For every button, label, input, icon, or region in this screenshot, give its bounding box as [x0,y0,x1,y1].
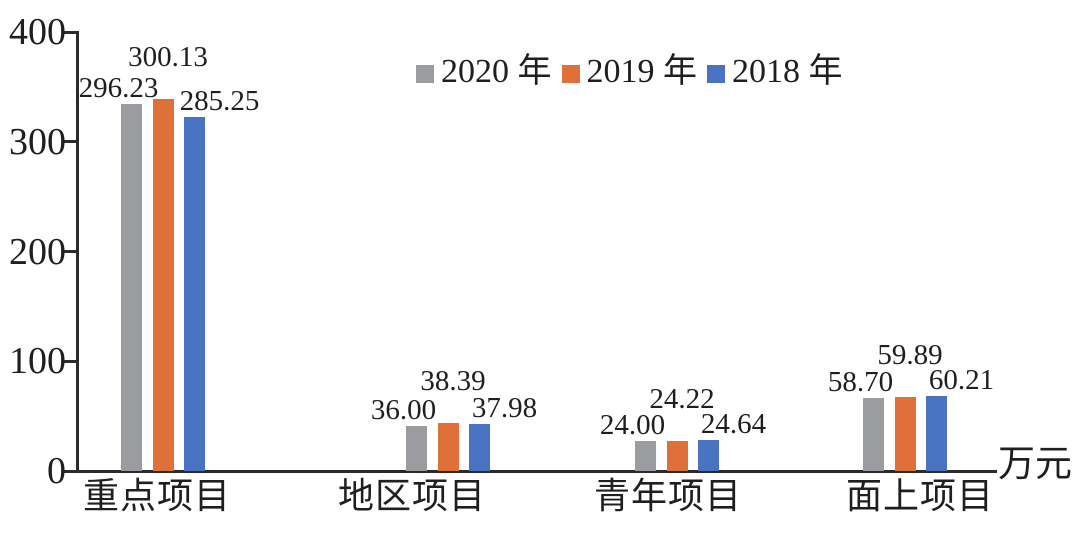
bar [121,104,142,471]
y-axis-tick [64,30,77,34]
legend-swatch [416,64,434,83]
y-axis-tick-label: 200 [9,230,66,273]
y-axis-tick-label: 0 [47,450,66,492]
bar [635,441,656,471]
legend-swatch [561,64,580,83]
bar [406,426,427,471]
bar [863,398,884,471]
y-axis-tick [64,250,77,253]
bar-value-label: 24.64 [700,408,767,440]
bar-value-label: 24.22 [649,383,715,415]
axis-unit-label: 万元 [998,444,1072,485]
category-label: 青年项目 [593,476,742,516]
y-axis-line [76,31,79,473]
chart-legend: 2020 年 2019 年 2018 年 [416,54,843,90]
bar-value-label: 37.98 [471,392,538,424]
bar [926,396,947,471]
bar [184,117,205,471]
y-axis-tick-label: 400 [9,11,66,53]
bar-value-label: 24.00 [599,409,666,441]
bar [469,424,490,471]
legend-swatch [707,64,725,83]
category-label: 重点项目 [82,476,231,516]
bar [894,397,916,471]
legend-item: 2020 年 [416,54,552,90]
bar-value-label: 59.89 [877,339,943,371]
legend-series-label: 2018 年 [732,53,843,90]
y-axis-tick-label: 300 [9,120,66,163]
bar-value-label: 285.25 [179,85,260,117]
legend-series-label: 2020 年 [441,53,552,90]
bar [666,441,688,471]
x-axis-line [76,470,997,473]
y-axis-tick [64,469,77,473]
legend-item: 2019 年 [561,53,698,90]
category-label: 地区项目 [337,476,486,516]
bar-value-label: 300.13 [128,41,208,73]
y-axis-tick [64,140,77,144]
bar [152,99,174,471]
bar-value-label: 58.70 [827,366,894,398]
bar [437,423,459,471]
bar-value-label: 296.23 [78,72,159,104]
y-axis-tick-label: 100 [9,340,66,383]
y-axis-tick [64,359,77,363]
legend-series-label: 2019 年 [586,53,698,90]
bar-value-label: 38.39 [420,365,486,397]
bar-value-label: 60.21 [928,364,995,396]
legend-item: 2018 年 [707,54,843,90]
bar [698,440,719,471]
category-label: 面上项目 [845,476,994,516]
bar-value-label: 36.00 [370,394,437,426]
